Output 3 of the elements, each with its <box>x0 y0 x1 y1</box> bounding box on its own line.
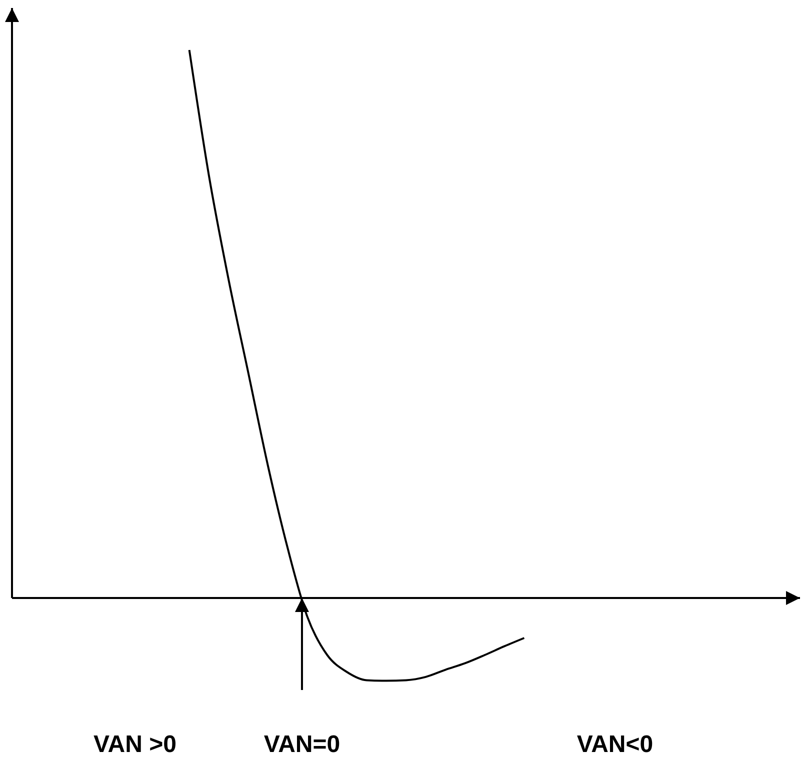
text: VAN=0 <box>264 731 340 758</box>
text: VAN >0 <box>94 731 176 758</box>
text: VAN<0 <box>576 731 654 758</box>
